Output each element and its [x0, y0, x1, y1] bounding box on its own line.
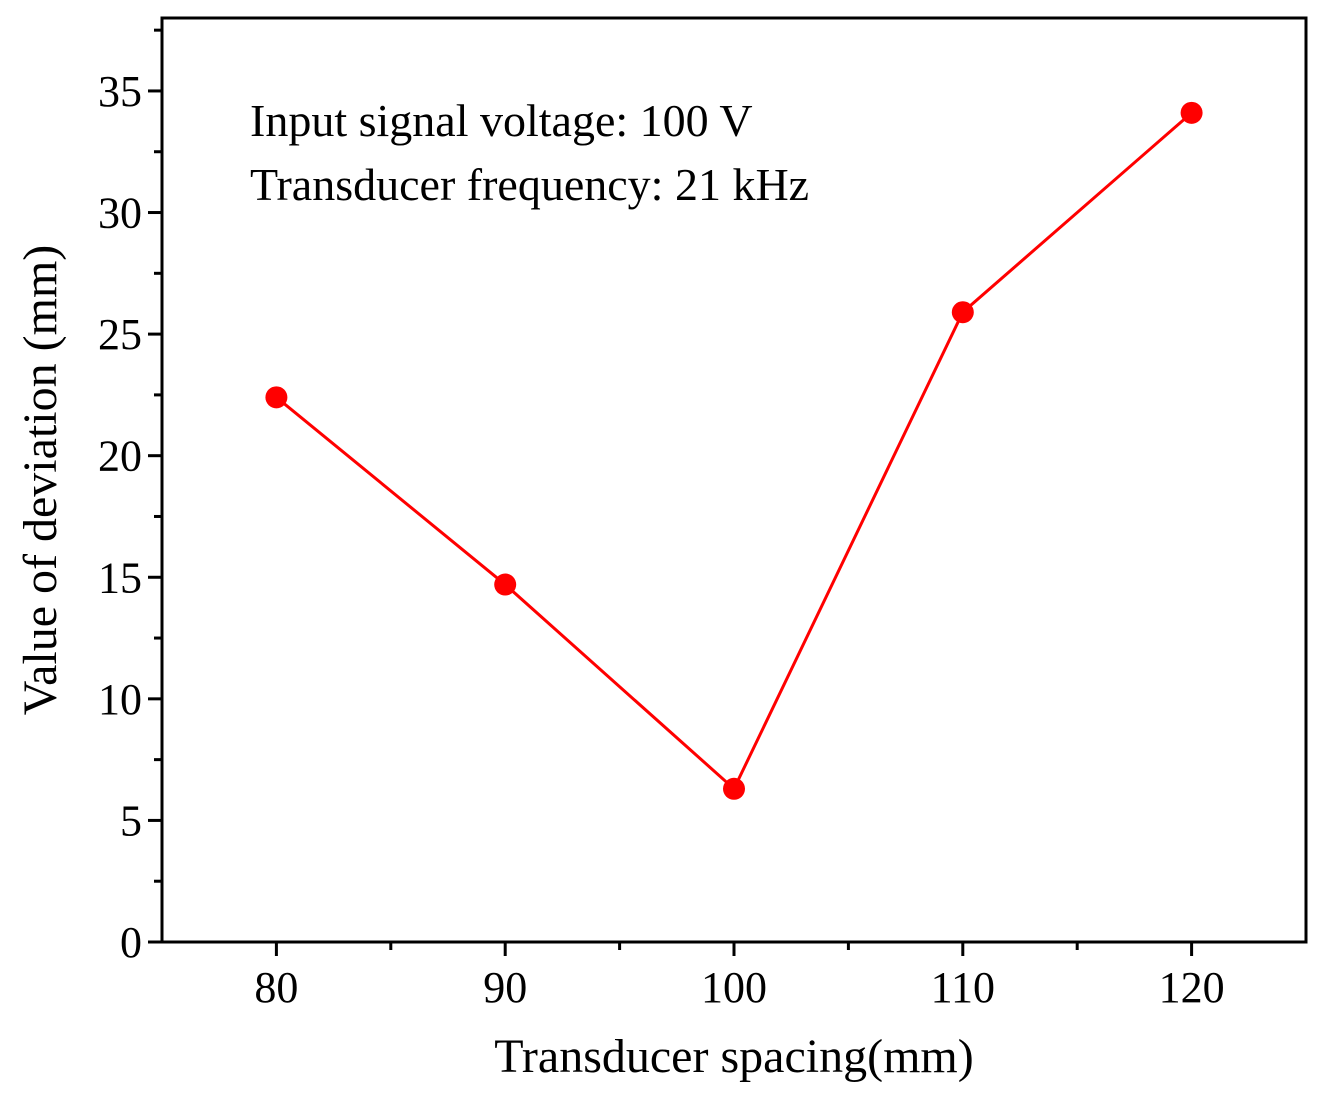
y-tick-label: 10	[98, 675, 142, 724]
data-point	[494, 573, 517, 596]
data-point	[1180, 101, 1203, 124]
x-tick-label: 90	[483, 963, 527, 1012]
y-tick-label: 25	[98, 310, 142, 359]
x-tick-label: 110	[931, 963, 995, 1012]
x-tick-label: 100	[701, 963, 767, 1012]
y-tick-labels: 0 5 10 15 20 25 30 35	[98, 67, 142, 967]
y-tick-label: 20	[98, 432, 142, 481]
y-tick-label: 15	[98, 553, 142, 602]
y-axis-title: Value of deviation (mm)	[14, 245, 67, 716]
major-ticks	[148, 89, 1194, 956]
y-tick-label: 35	[98, 67, 142, 116]
x-axis-title: Transducer spacing(mm)	[494, 1030, 973, 1083]
series-layer	[265, 101, 1203, 800]
x-tick-labels: 80 90 100 110 120	[254, 963, 1224, 1012]
x-tick-label: 80	[254, 963, 298, 1012]
minor-ticks	[154, 28, 1079, 950]
y-tick-label: 5	[120, 796, 142, 845]
x-tick-label: 120	[1159, 963, 1225, 1012]
series-line	[275, 111, 1193, 792]
data-point	[951, 301, 974, 324]
plot-frame	[160, 16, 1308, 944]
data-point	[265, 386, 288, 409]
y-tick-label: 0	[120, 918, 142, 967]
data-point	[723, 777, 745, 800]
annotation-voltage: Input signal voltage: 100 V	[250, 95, 753, 146]
y-tick-label: 30	[98, 189, 142, 238]
annotation-frequency: Transducer frequency: 21 kHz	[250, 159, 809, 210]
